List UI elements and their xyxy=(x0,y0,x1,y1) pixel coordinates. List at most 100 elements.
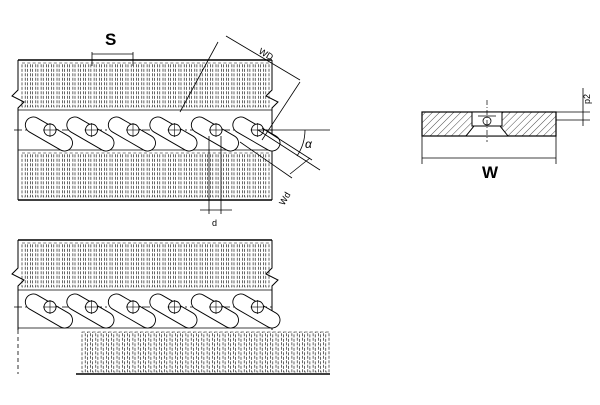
link-picket xyxy=(164,242,169,288)
link-picket xyxy=(265,62,270,108)
link-picket xyxy=(85,242,90,288)
assembly-break-left xyxy=(11,240,25,330)
assembly-lower-links xyxy=(81,331,330,373)
link-picket xyxy=(127,152,132,198)
link-picket xyxy=(101,62,106,108)
link-picket xyxy=(48,62,53,108)
link-picket xyxy=(111,62,116,108)
link-picket xyxy=(127,242,132,288)
link-picket xyxy=(254,152,259,198)
wd-lower-ext-2 xyxy=(261,127,313,161)
link-picket xyxy=(235,331,240,373)
link-picket xyxy=(196,152,201,198)
link-picket xyxy=(159,62,164,108)
link-picket xyxy=(230,331,234,373)
link-picket xyxy=(74,242,79,288)
link-picket xyxy=(219,331,224,373)
wd-dim-line xyxy=(225,35,301,81)
angle-arc xyxy=(296,129,306,157)
link-picket xyxy=(148,242,153,288)
slot-row xyxy=(24,116,281,152)
link-picket xyxy=(37,62,42,108)
link-picket xyxy=(214,331,219,373)
link-picket xyxy=(265,242,270,288)
link-picket xyxy=(138,242,143,288)
link-picket xyxy=(212,62,217,108)
link-picket xyxy=(80,62,84,108)
link-picket xyxy=(201,152,206,198)
link-picket xyxy=(187,331,192,373)
link-picket xyxy=(265,152,270,198)
link-picket xyxy=(180,242,185,288)
link-picket xyxy=(58,242,63,288)
link-picket xyxy=(244,62,249,108)
rod-diameter-label: d xyxy=(212,218,217,228)
link-picket xyxy=(208,331,213,373)
link-picket xyxy=(223,152,227,198)
link-picket xyxy=(175,152,180,198)
link-picket xyxy=(228,152,233,198)
link-picket xyxy=(133,62,137,108)
link-picket xyxy=(249,62,254,108)
link-picket xyxy=(196,242,201,288)
link-picket xyxy=(64,152,68,198)
link-picket xyxy=(325,331,330,373)
width-label: W xyxy=(482,163,499,182)
pitch-label: S xyxy=(105,30,116,49)
link-picket xyxy=(101,152,106,198)
link-picket xyxy=(196,62,201,108)
link-picket xyxy=(180,62,185,108)
link-picket xyxy=(180,152,185,198)
link-picket xyxy=(97,331,102,373)
link-picket xyxy=(80,152,84,198)
link-picket xyxy=(37,152,42,198)
link-picket xyxy=(154,242,159,288)
link-picket xyxy=(74,152,79,198)
link-picket xyxy=(233,62,238,108)
link-picket xyxy=(90,152,95,198)
link-picket xyxy=(102,331,107,373)
upper-link-row xyxy=(21,62,270,108)
wd-lower-label: Wd xyxy=(277,190,292,207)
link-picket xyxy=(124,331,128,373)
link-picket xyxy=(164,62,169,108)
link-picket xyxy=(95,62,100,108)
link-picket xyxy=(277,331,282,373)
link-picket xyxy=(53,242,58,288)
link-picket xyxy=(256,331,261,373)
link-picket xyxy=(106,242,111,288)
link-picket xyxy=(320,331,325,373)
link-picket xyxy=(133,152,137,198)
link-picket xyxy=(32,152,37,198)
link-picket xyxy=(69,152,74,198)
link-picket xyxy=(26,152,31,198)
link-picket xyxy=(134,331,139,373)
link-picket xyxy=(113,331,118,373)
link-picket xyxy=(117,242,121,288)
link-picket xyxy=(85,152,90,198)
link-picket xyxy=(69,62,74,108)
link-picket xyxy=(148,152,153,198)
link-picket xyxy=(170,62,174,108)
link-picket xyxy=(170,152,174,198)
link-picket xyxy=(90,62,95,108)
link-picket xyxy=(233,152,238,198)
assembly-break-right xyxy=(265,240,279,330)
link-picket xyxy=(177,331,181,373)
link-picket xyxy=(164,152,169,198)
link-picket xyxy=(212,242,217,288)
link-picket xyxy=(32,62,37,108)
link-picket xyxy=(228,62,233,108)
link-picket xyxy=(117,62,121,108)
link-picket xyxy=(129,331,134,373)
link-picket xyxy=(143,152,148,198)
link-picket xyxy=(260,242,265,288)
link-picket xyxy=(42,242,47,288)
link-picket xyxy=(186,242,190,288)
link-picket xyxy=(309,331,314,373)
link-picket xyxy=(175,242,180,288)
link-picket xyxy=(64,242,68,288)
link-picket xyxy=(26,62,31,108)
link-picket xyxy=(161,331,166,373)
